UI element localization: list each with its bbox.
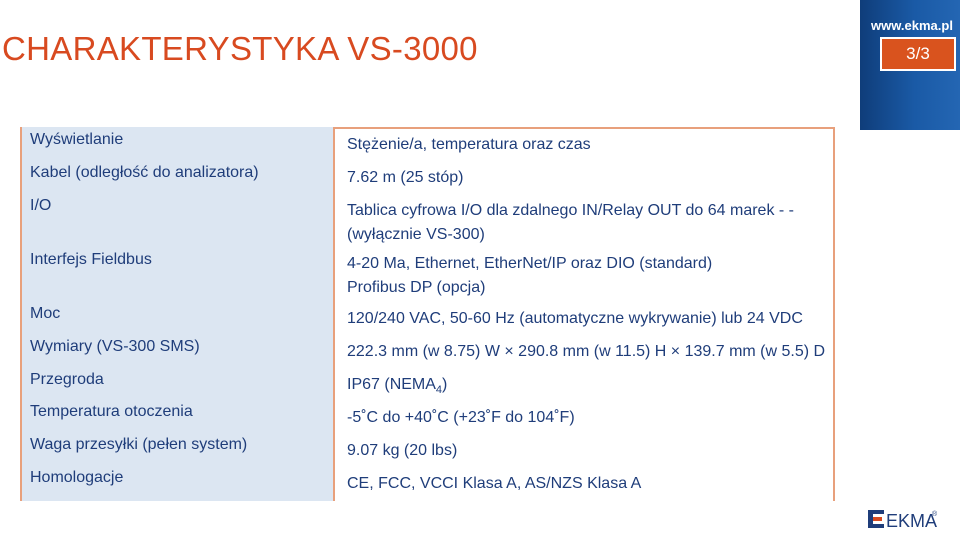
spec-label: Homologacje [30,469,124,486]
spec-value: -5˚C do +40˚C (+23˚F do 104˚F) [347,409,575,426]
spec-label: Wymiary (VS-300 SMS) [30,338,200,355]
spec-label-column [22,127,333,501]
spec-value: 7.62 m (25 stóp) [347,169,464,186]
spec-label: Kabel (odległość do analizatora) [30,164,259,181]
spec-label: Moc [30,305,61,322]
spec-value-column [333,127,833,501]
spec-value: Stężenie/a, temperatura oraz czas [347,136,591,153]
page-indicator: 3/3 [880,37,956,71]
spec-value: 222.3 mm (w 8.75) W × 290.8 mm (w 11.5) … [347,343,826,360]
page-title: CHARAKTERYSTYKA VS-3000 [2,30,478,67]
spec-value: 120/240 VAC, 50-60 Hz (automatyczne wykr… [347,310,803,327]
page-number: 3/3 [906,44,930,63]
spec-label: Waga przesyłki (pełen system) [30,436,248,453]
spec-label: I/O [30,197,52,214]
spec-table: Wyświetlanie Stężenie/a, temperatura ora… [20,127,835,501]
spec-value: Tablica cyfrowa I/O dla zdalnego IN/Rela… [347,202,794,219]
logo-mark: ® [932,510,938,518]
spec-value: Profibus DP (opcja) [347,279,486,296]
logo-text: EKMA [886,511,937,531]
spec-value: CE, FCC, VCCI Klasa A, AS/NZS Klasa A [347,475,642,492]
site-url[interactable]: www.ekma.pl [871,18,953,33]
spec-value-subscript: 4 [435,384,443,396]
spec-value: (wyłącznie VS-300) [347,226,485,243]
spec-value: 9.07 kg (20 lbs) [347,442,458,459]
spec-value-prefix: IP67 (NEMA [347,376,436,393]
spec-value: 4-20 Ma, Ethernet, EtherNet/IP oraz DIO … [347,255,713,272]
spec-label: Interfejs Fieldbus [30,251,152,268]
ekma-logo: EKMA ® [868,510,938,531]
spec-value-suffix: ) [442,376,448,393]
spec-label: Temperatura otoczenia [30,403,193,420]
spec-label: Wyświetlanie [30,131,124,148]
spec-value: IP67 (NEMA4) [347,372,447,403]
spec-label: Przegroda [30,371,104,388]
